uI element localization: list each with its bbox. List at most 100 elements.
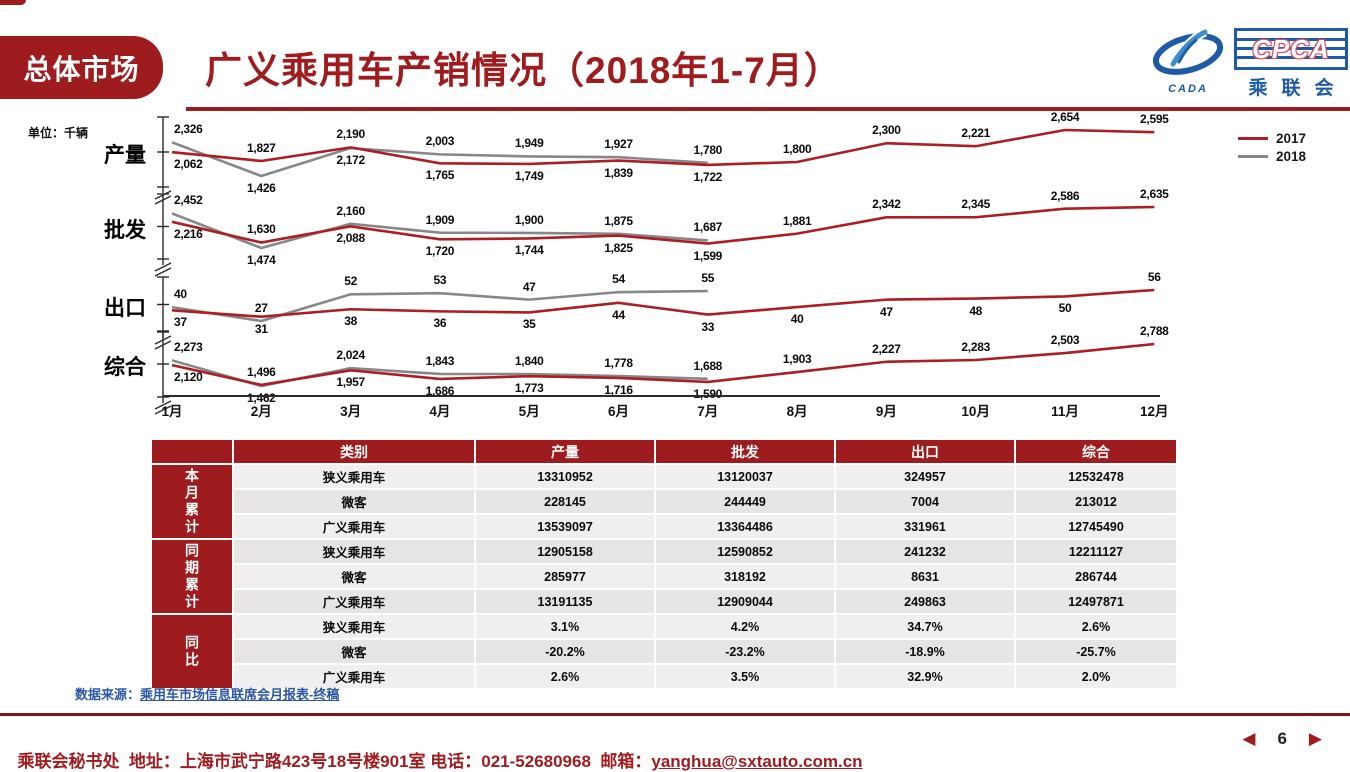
data-label-产量-2017: 1,765 [425, 168, 455, 183]
month-axis-label: 9月 [875, 404, 897, 419]
table-header-类别: 类别 [234, 440, 474, 463]
data-label-综合-2017: 2,788 [1140, 324, 1169, 338]
table-row: 微客 285977 318192 8631 286744 [152, 565, 1176, 588]
chart-row-label-出口: 出口 [104, 296, 146, 320]
data-source-link[interactable]: 乘用车市场信息联席会月报表-终稿 [140, 687, 340, 702]
data-source-note: 数据来源：乘用车市场信息联席会月报表-终稿 [75, 684, 339, 703]
table-value-cell: 331961 [836, 515, 1014, 538]
table-row: 广义乘用车 13191135 12909044 249863 12497871 [152, 590, 1176, 613]
chart-批发 [154, 193, 1155, 277]
table-category-cell: 广义乘用车 [234, 665, 474, 688]
data-label-出口-2017: 56 [1147, 270, 1161, 284]
month-axis-label: 6月 [607, 404, 630, 419]
table-value-cell: 12590852 [656, 540, 834, 563]
data-label-批发-2017: 2,342 [872, 197, 901, 212]
chart-line-批发-2018 [171, 212, 708, 250]
top-corner-decoration [0, 0, 26, 5]
data-label-综合-2017: 1,496 [247, 364, 276, 379]
header-divider [186, 107, 1350, 111]
legend-label-2018: 2018 [1276, 148, 1307, 164]
data-label-出口-2017: 37 [174, 315, 187, 330]
data-label-产量-2017: 2,190 [336, 127, 365, 142]
data-label-产量-2018: 1,927 [604, 137, 633, 152]
data-label-产量-2017: 1,722 [693, 169, 723, 184]
legend-line-2018 [1238, 154, 1268, 158]
section-badge: 总体市场 [0, 36, 163, 99]
table-value-cell: 12497871 [1016, 590, 1176, 613]
data-label-批发-2017: 2,345 [961, 197, 990, 212]
table-category-cell: 微客 [234, 640, 474, 663]
data-label-批发-2017: 1,744 [514, 243, 544, 258]
data-label-综合-2017: 1,957 [336, 375, 365, 390]
table-value-cell: 32.9% [836, 665, 1014, 688]
table-value-cell: 12905158 [476, 540, 654, 563]
footer-email-link[interactable]: yanghua@sxtauto.com.cn [651, 752, 863, 771]
next-page-button[interactable]: ▶ [1308, 729, 1322, 748]
table-category-cell: 狭义乘用车 [234, 615, 474, 638]
table-value-cell: -25.7% [1016, 640, 1176, 663]
table-value-cell: 244449 [656, 490, 834, 513]
data-label-综合-2018: 1,843 [425, 353, 455, 368]
table-value-cell: 12909044 [656, 590, 834, 613]
table-value-cell: 7004 [836, 490, 1014, 513]
table-header-产量: 产量 [476, 440, 654, 463]
legend-item-2018: 2018 [1238, 147, 1306, 165]
data-label-批发-2017: 2,586 [1050, 188, 1080, 203]
data-label-产量-2017: 2,062 [174, 157, 203, 172]
data-label-综合-2018: 1,840 [514, 354, 544, 369]
table-value-cell: 249863 [836, 590, 1014, 613]
logo-stripe [1237, 56, 1345, 59]
table-row: 同比 狭义乘用车 3.1% 4.2% 34.7% 2.6% [152, 615, 1176, 688]
data-label-产量-2018: 2,003 [425, 134, 455, 149]
cpca-logo: CADA CPCA 乘联会 [1148, 27, 1348, 104]
table-value-cell: 324957 [836, 465, 1014, 488]
data-label-综合-2017: 1,903 [782, 352, 812, 367]
data-label-综合-2017: 1,716 [604, 382, 633, 397]
table-value-cell: 12211127 [1016, 540, 1176, 563]
legend-line-2017 [1238, 136, 1268, 140]
month-axis-label: 3月 [340, 404, 362, 419]
cada-swoosh-icon [1152, 27, 1224, 75]
table-value-cell: 3.5% [656, 665, 834, 688]
data-label-出口-2017: 33 [701, 319, 715, 334]
table-category-cell: 微客 [234, 490, 474, 513]
data-label-产量-2017: 1,827 [247, 140, 276, 155]
chart-line-出口-2017 [171, 288, 1155, 319]
data-label-出口-2017: 50 [1058, 301, 1072, 316]
table-corner-cell [152, 440, 232, 463]
data-label-产量-2017: 2,595 [1140, 112, 1169, 127]
data-label-产量-2018: 2,326 [174, 122, 203, 137]
data-label-综合-2017: 2,283 [961, 339, 990, 354]
data-label-出口-2017: 48 [969, 303, 983, 318]
table-header-批发: 批发 [656, 440, 834, 463]
data-label-批发-2018: 1,474 [247, 253, 276, 267]
data-label-综合-2017: 1,773 [514, 381, 544, 396]
data-label-出口-2018: 40 [174, 287, 187, 302]
table-value-cell: 13120037 [656, 465, 834, 488]
month-axis-label: 4月 [429, 404, 451, 419]
table-value-cell: 318192 [656, 565, 834, 588]
table-value-cell: 3.1% [476, 615, 654, 638]
data-label-批发-2017: 2,216 [174, 226, 203, 241]
table-header-出口: 出口 [836, 440, 1014, 463]
data-source-prefix: 数据来源： [75, 687, 141, 702]
table-value-cell: 4.2% [656, 615, 834, 638]
cada-logo-text: CADA [1168, 83, 1208, 95]
prev-page-button[interactable]: ◀ [1242, 729, 1256, 748]
table-value-cell: -18.9% [836, 640, 1014, 663]
data-label-产量-2017: 1,749 [514, 168, 544, 183]
data-label-批发-2017: 2,635 [1140, 187, 1169, 201]
table-value-cell: -20.2% [476, 640, 654, 663]
data-label-综合-2018: 1,462 [247, 391, 276, 405]
page-number: 6 [1277, 729, 1287, 748]
table-row: 微客 228145 244449 7004 213012 [152, 490, 1176, 513]
data-label-综合-2017: 2,120 [174, 370, 203, 385]
data-label-综合-2017: 2,503 [1050, 333, 1080, 348]
table-group-同期累计: 同期累计 [152, 540, 232, 613]
table-header-row: 类别 产量 批发 出口 综合 [152, 440, 1176, 463]
data-label-批发-2018: 1,900 [514, 212, 544, 227]
cpca-chinese-name: 乘联会 [1248, 78, 1348, 99]
month-axis-label: 5月 [518, 404, 540, 419]
data-label-产量-2017: 2,221 [961, 126, 990, 141]
